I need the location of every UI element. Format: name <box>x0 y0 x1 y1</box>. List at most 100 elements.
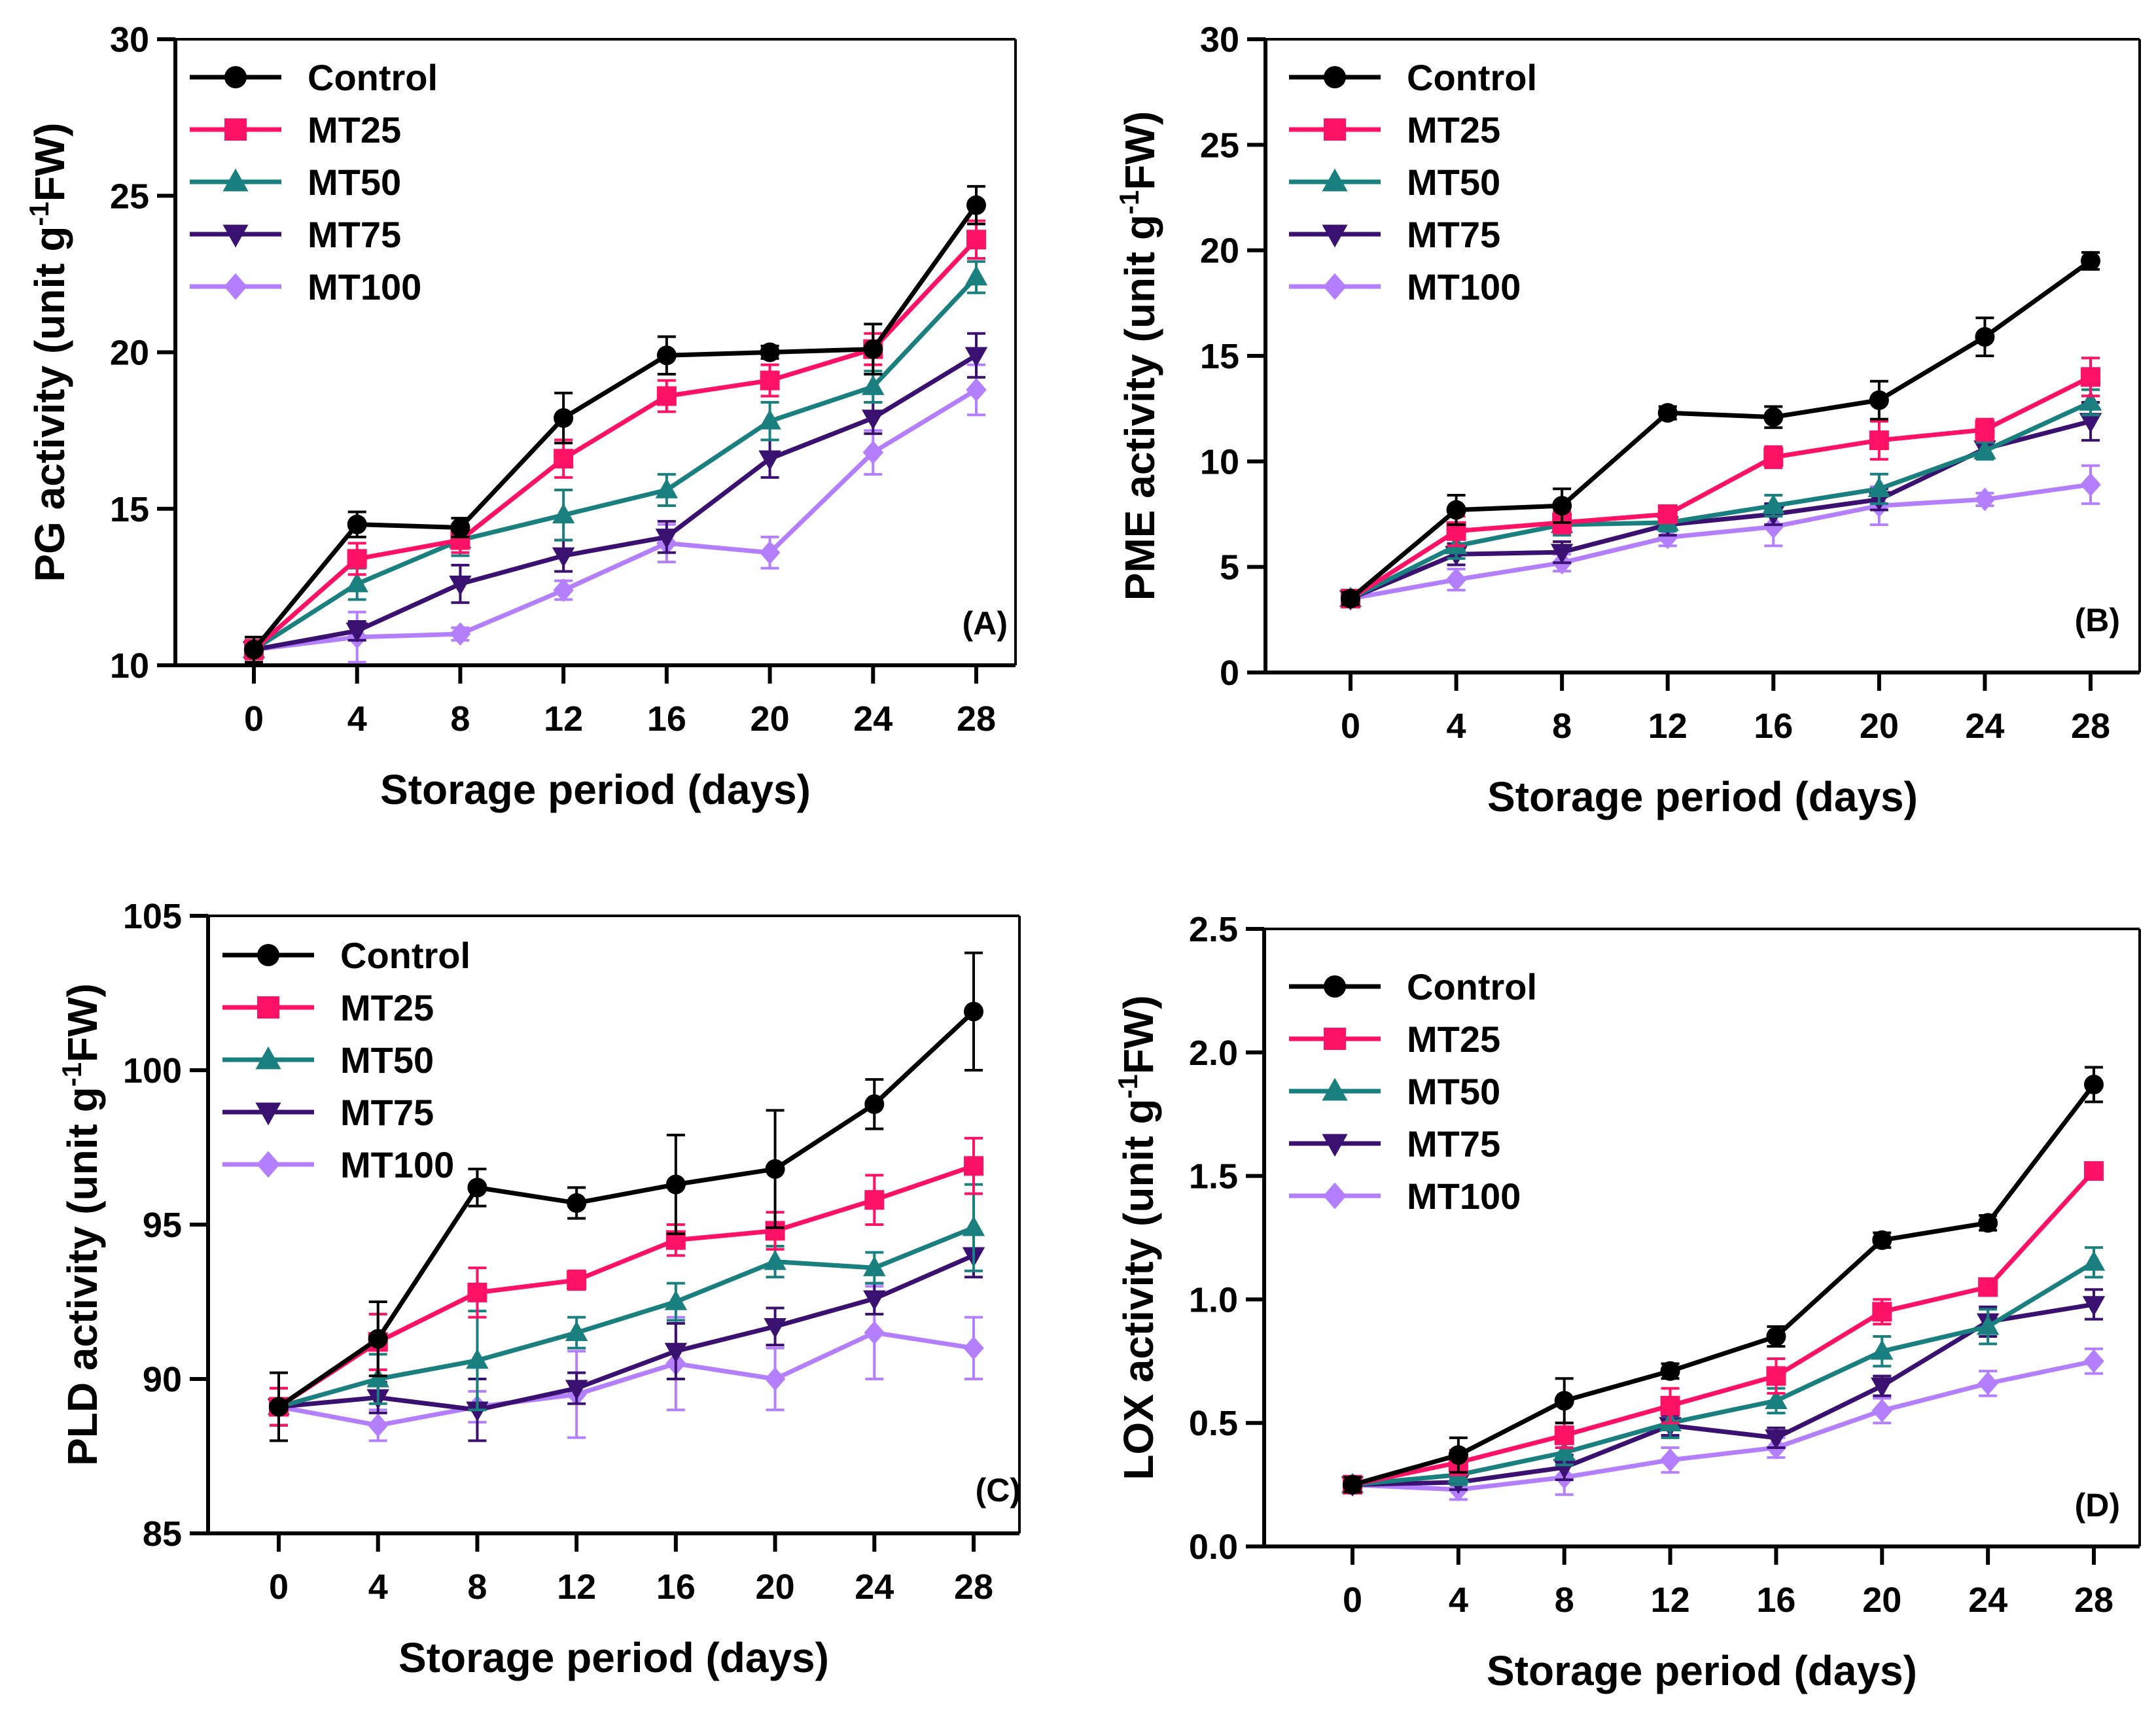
legend-marker <box>1324 66 1346 88</box>
series-line <box>1352 1359 2094 1492</box>
data-point <box>2082 1250 2106 1271</box>
data-point <box>2081 367 2100 387</box>
data-point <box>1973 439 1996 459</box>
data-point <box>862 440 884 464</box>
data-point <box>1554 1425 1574 1446</box>
legend-item-mt75: MT75 <box>222 1092 434 1133</box>
legend-label: MT25 <box>1407 109 1500 150</box>
data-point <box>664 1342 688 1363</box>
series-mt100 <box>268 1285 984 1442</box>
legend-marker <box>1324 1028 1346 1050</box>
series-line <box>1352 1169 2096 1488</box>
legend-item-mt100: MT100 <box>190 266 421 307</box>
legend-label: MT50 <box>308 162 401 203</box>
y-axis-title-sup: -1 <box>24 201 54 226</box>
legend-marker <box>1322 224 1348 248</box>
legend-label: MT100 <box>1407 1176 1521 1217</box>
y-axis-title-main: PME activity (unit g <box>1116 215 1163 601</box>
legend-item-mt75: MT75 <box>190 214 401 255</box>
data-point <box>1550 544 1574 565</box>
y-tick-label: 30 <box>1200 20 1239 60</box>
x-tick-label: 20 <box>1860 706 1899 746</box>
data-point <box>2084 1161 2104 1181</box>
series-control <box>1341 251 2100 609</box>
legend-marker <box>257 996 279 1019</box>
x-tick-label: 0 <box>1341 706 1360 746</box>
legend-item-mt50: MT50 <box>190 162 401 203</box>
data-point <box>1552 496 1572 516</box>
data-point <box>964 1002 983 1022</box>
legend-label: Control <box>308 57 438 98</box>
data-point <box>554 449 574 469</box>
panel-label: (C) <box>976 1472 1021 1509</box>
data-point <box>1975 326 1995 347</box>
series-mt100 <box>243 363 987 664</box>
y-axis-title: PLD activity (unit g-1FW) <box>56 983 106 1466</box>
x-tick-label: 20 <box>751 699 790 739</box>
data-point <box>2079 413 2102 434</box>
data-point <box>1659 1448 1681 1472</box>
data-point <box>1765 1429 1788 1450</box>
data-point <box>864 1094 885 1114</box>
data-point <box>962 1215 985 1236</box>
y-tick-label: 1.0 <box>1189 1280 1238 1319</box>
chart-panel-d: 0.0 0.5 1.0 1.5 2.0 2.5 0 4 8 12 16 20 24 28 Storage p… <box>1112 910 2141 1694</box>
series-line <box>252 203 978 652</box>
series-line <box>278 1330 974 1428</box>
data-point <box>553 578 574 602</box>
legend-item-control: Control <box>1289 57 1537 98</box>
data-point <box>760 342 780 362</box>
legend-item-mt50: MT50 <box>1289 162 1500 203</box>
x-tick-label: 16 <box>647 699 686 739</box>
y-tick-label: 0 <box>1220 654 1239 693</box>
data-point <box>863 1256 886 1276</box>
data-point <box>1766 1366 1786 1386</box>
x-tick-label: 24 <box>855 1567 894 1607</box>
y-tick-label: 20 <box>1200 232 1239 271</box>
data-point <box>656 345 677 366</box>
data-point <box>554 408 574 428</box>
y-axis-title-main: PG activity (unit g <box>26 226 73 582</box>
y-tick-label: 95 <box>143 1206 182 1245</box>
x-tick-label: 8 <box>1552 706 1572 746</box>
data-point <box>963 1336 984 1360</box>
x-axis-title: Storage period (days) <box>398 1634 829 1681</box>
data-point <box>467 1178 487 1198</box>
data-point <box>1872 1230 1892 1250</box>
series-line <box>277 1164 975 1409</box>
legend-label: MT75 <box>1407 1123 1500 1164</box>
legend-marker <box>255 1102 281 1126</box>
legend-label: MT25 <box>340 987 434 1028</box>
y-tick-label: 15 <box>1200 337 1239 376</box>
data-point <box>656 386 677 406</box>
legend-label: MT25 <box>1407 1019 1500 1060</box>
data-point <box>966 377 987 402</box>
legend-marker <box>224 273 247 300</box>
legend-marker <box>256 1151 280 1178</box>
legend: Control MT25 MT50 MT75 MT100 <box>222 935 470 1185</box>
data-point <box>760 370 780 391</box>
data-point <box>2083 1349 2104 1373</box>
data-point <box>1553 1440 1576 1461</box>
data-point <box>1657 403 1678 423</box>
x-tick-label: 24 <box>1965 706 2004 746</box>
x-tick-label: 0 <box>269 1567 289 1607</box>
x-tick-label: 20 <box>1862 1580 1901 1620</box>
data-point <box>1871 1377 1894 1398</box>
legend: Control MT25 MT50 MT75 MT100 <box>1289 57 1537 307</box>
data-point <box>1976 1314 2000 1335</box>
y-axis-title-sup: -1 <box>1114 190 1144 215</box>
legend-label: MT50 <box>1407 162 1500 203</box>
data-point <box>1974 487 1996 512</box>
x-tick-label: 8 <box>467 1567 487 1607</box>
legend-item-mt75: MT75 <box>1289 214 1500 255</box>
data-point <box>269 1397 289 1417</box>
x-tick-label: 4 <box>1447 706 1466 746</box>
legend-marker <box>224 66 247 88</box>
x-tick-label: 0 <box>244 699 264 739</box>
data-point <box>863 339 883 359</box>
x-tick-label: 12 <box>1651 1580 1690 1620</box>
data-point <box>862 375 885 395</box>
y-axis-title: PME activity (unit g-1FW) <box>1114 111 1163 601</box>
data-point <box>450 622 471 646</box>
